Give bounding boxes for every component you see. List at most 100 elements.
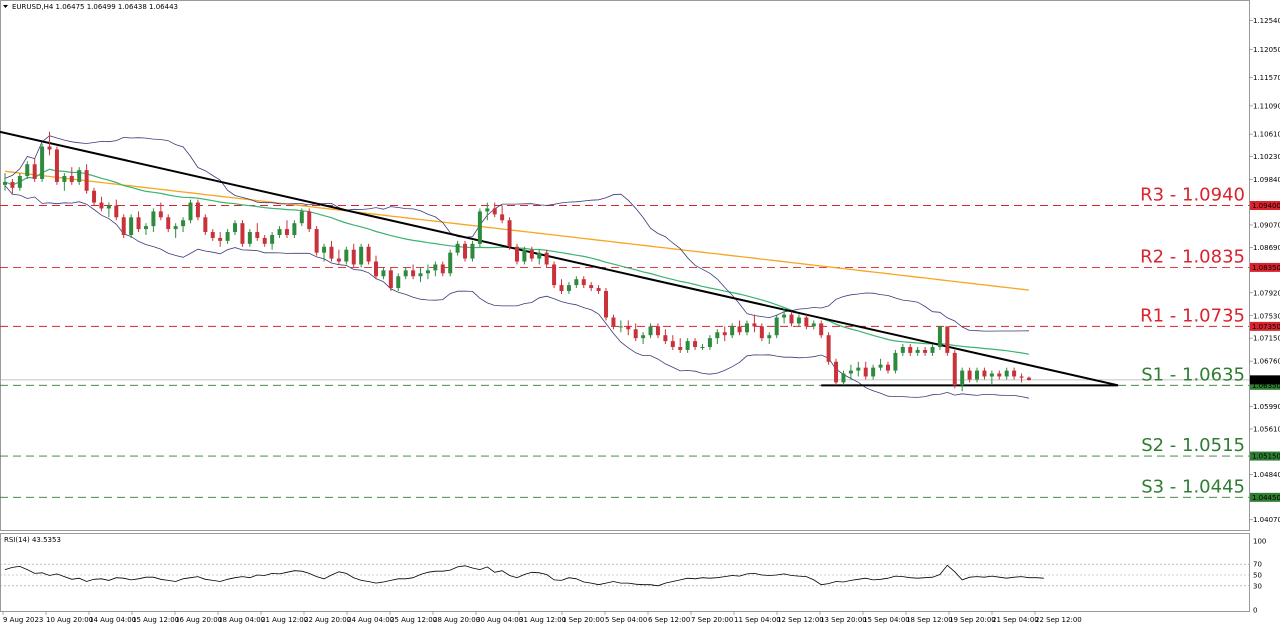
candle-body [581, 279, 586, 286]
candle-body [455, 243, 460, 253]
candle-body [136, 217, 141, 230]
candle-body [329, 246, 334, 259]
candle-body [655, 326, 660, 336]
candle-body [989, 373, 994, 377]
candle-body [937, 326, 942, 348]
candle-body [871, 367, 876, 377]
candle-body [181, 220, 186, 227]
x-tick-label: 15 Aug 12:00 [132, 616, 179, 624]
x-tick-label: 21 Sep 04:00 [992, 616, 1039, 624]
candle-body [492, 208, 497, 215]
y-tick-label: 1.10610 [1253, 131, 1280, 139]
collapse-triangle-icon[interactable] [3, 5, 8, 8]
candle-body [143, 226, 148, 230]
candle-body [411, 270, 416, 277]
candle-body [292, 223, 297, 235]
price-tag-bg [1250, 492, 1280, 502]
candle-body [433, 264, 438, 271]
candle-body [218, 237, 223, 241]
y-tick-label: 1.11090 [1253, 102, 1280, 110]
candle-body [54, 149, 59, 182]
x-tick-label: 9 Aug 2023 [3, 616, 43, 624]
price-tag-text: 1.07350 [1252, 323, 1280, 331]
candle-body [351, 249, 356, 265]
candle-body [789, 314, 794, 324]
symbol-header: EURUSD,H4 1.06475 1.06499 1.06438 1.0644… [12, 3, 178, 11]
candle-body [381, 270, 386, 277]
candle-body [1026, 377, 1031, 381]
candle-body [173, 226, 178, 230]
x-tick-label: 19 Sep 20:00 [949, 616, 996, 624]
candle-body [359, 246, 364, 265]
candle-body [396, 276, 401, 289]
x-tick-label: 13 Sep 20:00 [820, 616, 867, 624]
candle-body [626, 326, 631, 330]
candle-body [685, 341, 690, 350]
candle-body [1019, 376, 1024, 378]
candle-body [700, 347, 705, 349]
candle-body [314, 229, 319, 253]
candle-body [195, 202, 200, 218]
price-tag-text: 1.05150 [1252, 453, 1280, 461]
x-tick-label: 10 Aug 20:00 [46, 616, 93, 624]
candle-body [114, 205, 119, 218]
candle-body [284, 229, 289, 235]
candle-body [1012, 370, 1017, 377]
candle-body [885, 364, 890, 371]
candle-body [62, 176, 67, 182]
candle-body [485, 208, 490, 212]
candle-body [878, 364, 883, 368]
candle-body [210, 232, 215, 238]
candle-body [759, 326, 764, 339]
candle-body [782, 314, 787, 318]
x-tick-label: 28 Aug 20:00 [433, 616, 480, 624]
y-tick-label: 1.04840 [1253, 471, 1280, 479]
downtrend-line [0, 130, 1119, 387]
candle-body [611, 317, 616, 327]
candle-body [848, 370, 853, 374]
candle-body [559, 285, 564, 291]
candle-body [418, 273, 423, 277]
candle-body [811, 323, 816, 327]
candle-body [566, 285, 571, 291]
candles [3, 131, 1031, 392]
level-label-text: R1 - 1.0735 [1140, 305, 1245, 326]
candle-body [863, 367, 868, 377]
level-label-text: R3 - 1.0940 [1140, 185, 1245, 206]
candle-body [796, 317, 801, 324]
candle-body [99, 202, 104, 209]
candle-body [425, 270, 430, 274]
candle-body [678, 347, 683, 350]
y-tick-label: 1.09070 [1253, 221, 1280, 229]
price-tag-text: 1.09400 [1252, 202, 1280, 210]
rsi-line [4, 564, 1044, 587]
price-tag-bg [1250, 262, 1280, 272]
candle-body [589, 285, 594, 289]
candle-body [225, 232, 230, 241]
candle-body [203, 217, 208, 233]
candle-body [641, 335, 646, 339]
candle-body [752, 323, 757, 327]
price-tag-bg [1250, 321, 1280, 331]
candle-body [737, 326, 742, 333]
x-tick-label: 30 Aug 04:00 [476, 616, 523, 624]
x-tick-label: 6 Sep 12:00 [648, 616, 690, 624]
y-tick-label: 1.08690 [1253, 244, 1280, 252]
price-tag-bg [1250, 451, 1280, 461]
candle-body [10, 181, 15, 188]
candle-body [336, 258, 341, 262]
candle-body [834, 361, 839, 383]
candle-body [960, 370, 965, 386]
candle-body [84, 170, 89, 191]
current-price-tag-bg [1250, 375, 1280, 385]
candle-body [552, 264, 557, 286]
price-tag-text: 1.06350 [1252, 382, 1280, 390]
x-tick-label: 5 Sep 04:00 [605, 616, 647, 624]
y-tick-label: 1.09840 [1253, 176, 1280, 184]
bollinger-upper-line [4, 135, 1030, 332]
candle-body [403, 270, 408, 277]
y-tick-label: 1.07920 [1253, 289, 1280, 297]
candle-body [366, 246, 371, 262]
